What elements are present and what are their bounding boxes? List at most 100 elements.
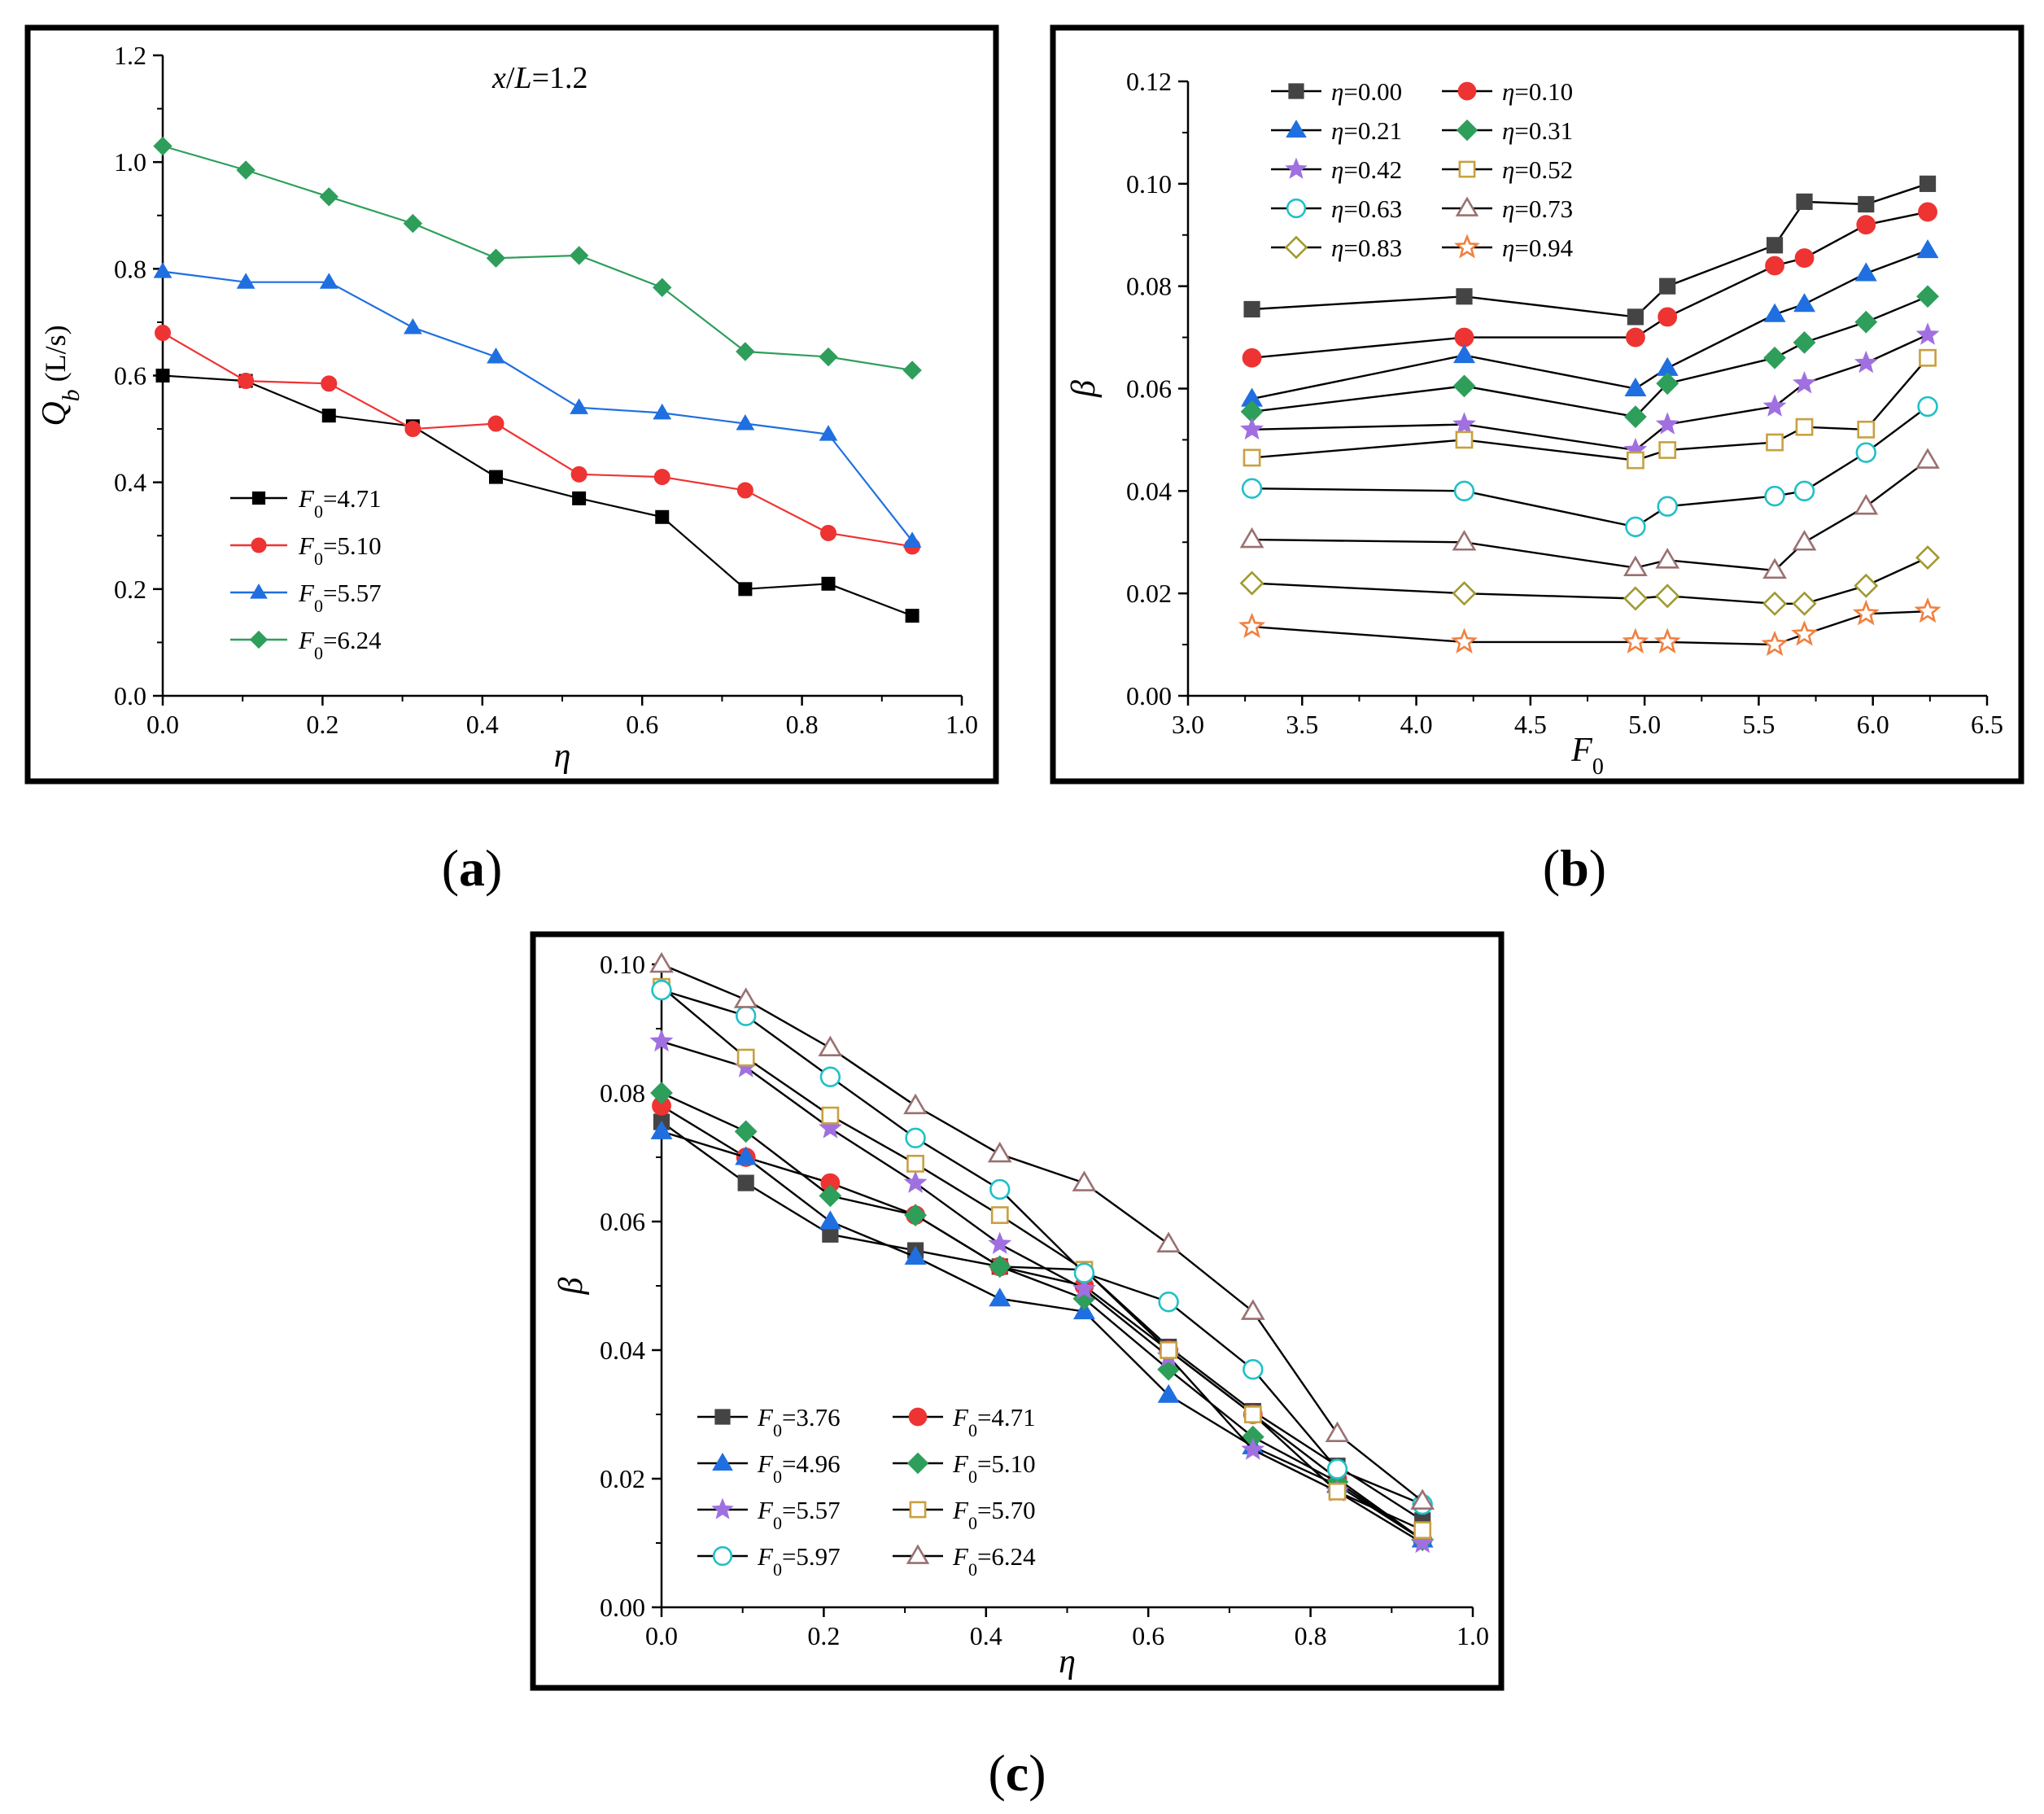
data-point — [904, 1245, 927, 1265]
data-point — [737, 1174, 754, 1191]
series-line — [661, 986, 1423, 1532]
data-point — [1916, 285, 1939, 308]
data-point — [653, 469, 670, 486]
data-point — [1762, 557, 1787, 579]
x-tick-label: 3.0 — [1172, 710, 1204, 739]
data-point — [1915, 545, 1941, 570]
data-point — [1657, 496, 1678, 517]
data-point — [1764, 485, 1785, 507]
data-point — [1856, 215, 1876, 235]
legend-marker — [251, 537, 267, 553]
legend-label: F0=4.71 — [952, 1403, 1036, 1440]
legend-marker — [714, 1409, 731, 1425]
data-point — [1655, 548, 1680, 569]
legend-marker — [906, 1452, 929, 1475]
series-b-0 — [1243, 175, 1937, 326]
data-point — [1855, 442, 1876, 463]
y-tick-label: 0.6 — [114, 361, 146, 391]
x-tick-label: 0.0 — [146, 710, 179, 739]
data-point — [1656, 372, 1679, 396]
data-point — [819, 347, 838, 367]
series-a-2 — [153, 262, 922, 548]
data-point — [649, 1029, 674, 1052]
axes-b: 3.0 3.5 4.0 4.5 5.0 5.5 6.0 6.5 0.00 0.02 0.04 0.06… — [1065, 67, 2003, 780]
data-point — [1328, 1482, 1347, 1501]
data-point — [818, 1035, 843, 1056]
data-point — [1761, 630, 1788, 657]
data-point — [1792, 591, 1817, 616]
y-tick-label: 0.04 — [1126, 476, 1172, 505]
data-point — [906, 1155, 924, 1173]
data-point — [1243, 300, 1260, 318]
data-point — [487, 415, 504, 432]
legend-label: η=0.10 — [1502, 77, 1573, 106]
data-point — [735, 1005, 757, 1026]
data-point — [1410, 1488, 1435, 1510]
y-axis-label-b: β — [1065, 380, 1103, 398]
panel-c-frame — [530, 931, 1505, 1691]
x-tick-label: 3.5 — [1286, 710, 1318, 739]
series-b-9 — [1238, 597, 1941, 657]
data-point — [570, 398, 588, 414]
series-line — [1251, 356, 1929, 461]
data-point — [903, 1170, 928, 1193]
series-line — [661, 1040, 1423, 1545]
series-b-7 — [1239, 448, 1940, 579]
panel-b-frame — [1050, 24, 2024, 785]
data-point — [1072, 1300, 1095, 1320]
data-point — [1453, 344, 1475, 364]
data-point — [736, 342, 755, 361]
y-tick-label: 0.4 — [114, 468, 146, 497]
data-point — [1238, 612, 1266, 639]
data-point — [1452, 530, 1477, 551]
data-point — [1919, 175, 1937, 192]
y-axis-label-c: β — [552, 1277, 590, 1295]
y-tick-label: 0.00 — [1126, 681, 1172, 710]
x-tick-label: 1.0 — [1457, 1621, 1489, 1650]
data-point — [655, 509, 670, 524]
series-line — [162, 270, 913, 542]
panel-c: 0.0 0.2 0.4 0.6 0.8 1.0 0.00 0.02 0.04 0.06 0.08 0.… — [530, 931, 1505, 1691]
x-tick-label: 0.2 — [306, 710, 338, 739]
series-line — [661, 1121, 1423, 1522]
data-point — [1452, 581, 1477, 606]
series-line — [1251, 295, 1928, 418]
data-point — [319, 273, 338, 289]
x-tick-label: 4.5 — [1514, 710, 1547, 739]
x-tick-label: 5.0 — [1628, 710, 1661, 739]
data-point — [649, 951, 674, 973]
data-point — [572, 491, 587, 505]
data-point — [988, 1231, 1012, 1254]
data-point — [236, 160, 256, 180]
series-b-6 — [1241, 396, 1938, 538]
data-point — [990, 1206, 1009, 1225]
data-point — [1854, 310, 1878, 334]
data-point — [1624, 377, 1647, 396]
data-point — [1072, 1276, 1096, 1300]
legend-marker — [1284, 235, 1308, 260]
legend-item: F0=5.57 — [230, 579, 382, 616]
data-point — [653, 403, 672, 420]
data-point — [1622, 627, 1649, 653]
data-point — [319, 187, 338, 207]
series-line — [1251, 211, 1928, 359]
data-point — [1655, 584, 1680, 609]
y-tick-label: 0.06 — [600, 1207, 645, 1236]
legend-marker — [906, 1544, 930, 1564]
data-point — [1657, 307, 1678, 327]
data-point — [1623, 586, 1648, 611]
series-b-4 — [1240, 322, 1940, 461]
data-point — [1241, 1437, 1265, 1460]
series-line — [1251, 334, 1928, 452]
data-point — [1451, 627, 1478, 653]
legend-item: F0=6.24 — [230, 626, 382, 663]
data-point — [321, 409, 336, 423]
data-point — [1160, 1341, 1178, 1359]
legend-label: F0=6.24 — [298, 626, 382, 663]
legend-marker — [1286, 198, 1307, 219]
x-axis-label-a: η — [554, 737, 571, 775]
y-tick-label: 0.2 — [114, 575, 146, 604]
series-line — [661, 1130, 1423, 1541]
legend-marker — [1285, 157, 1308, 179]
